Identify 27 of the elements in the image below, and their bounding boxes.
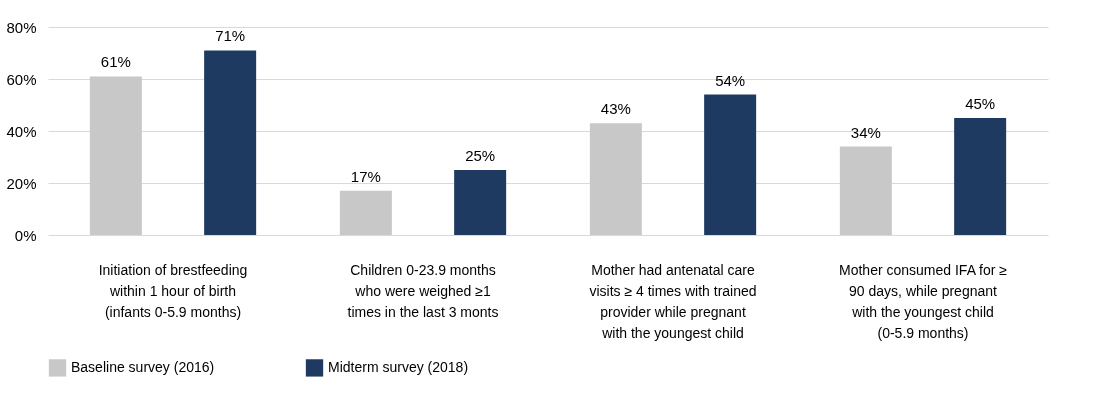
- bar: [954, 118, 1007, 235]
- bar: [589, 123, 642, 235]
- data-label: 45%: [965, 95, 996, 112]
- y-tick-label: 0%: [14, 226, 37, 244]
- x-tick-label: Children 0-23.9 months who were weighed ≥1 times in the last 3 monts: [347, 261, 499, 320]
- data-label: 54%: [715, 71, 746, 89]
- x-tick-label: Mother consumed IFA for ≥ 90 days, while pregnant with the youngest child (0-5.9 months): [839, 261, 1008, 341]
- x-tick-label: Mother had antenatal care visits ≥ 4 times with trained provider while pregnant with the youngest child: [589, 261, 757, 341]
- y-tick-label: 60%: [6, 70, 37, 88]
- bar: [704, 94, 757, 235]
- data-label: 17%: [350, 167, 381, 185]
- legend-label: Midterm survey (2018): [328, 358, 469, 375]
- bar: [339, 190, 392, 235]
- data-label: 61%: [100, 53, 131, 71]
- data-label: 43%: [600, 100, 631, 118]
- data-label: 71%: [215, 27, 246, 45]
- bar: [89, 76, 142, 235]
- x-tick-label: Initiation of brestfeeding within 1 hour of birth (infants 0-5.9 months): [98, 261, 248, 320]
- bar: [839, 146, 892, 235]
- bar: [454, 170, 507, 235]
- legend-label: Baseline survey (2016): [71, 358, 215, 375]
- data-label: 34%: [850, 123, 881, 141]
- y-tick-label: 40%: [6, 122, 37, 140]
- data-label: 25%: [465, 147, 496, 164]
- bar: [204, 50, 257, 235]
- y-tick-label: 80%: [6, 18, 37, 36]
- y-tick-label: 20%: [6, 174, 37, 192]
